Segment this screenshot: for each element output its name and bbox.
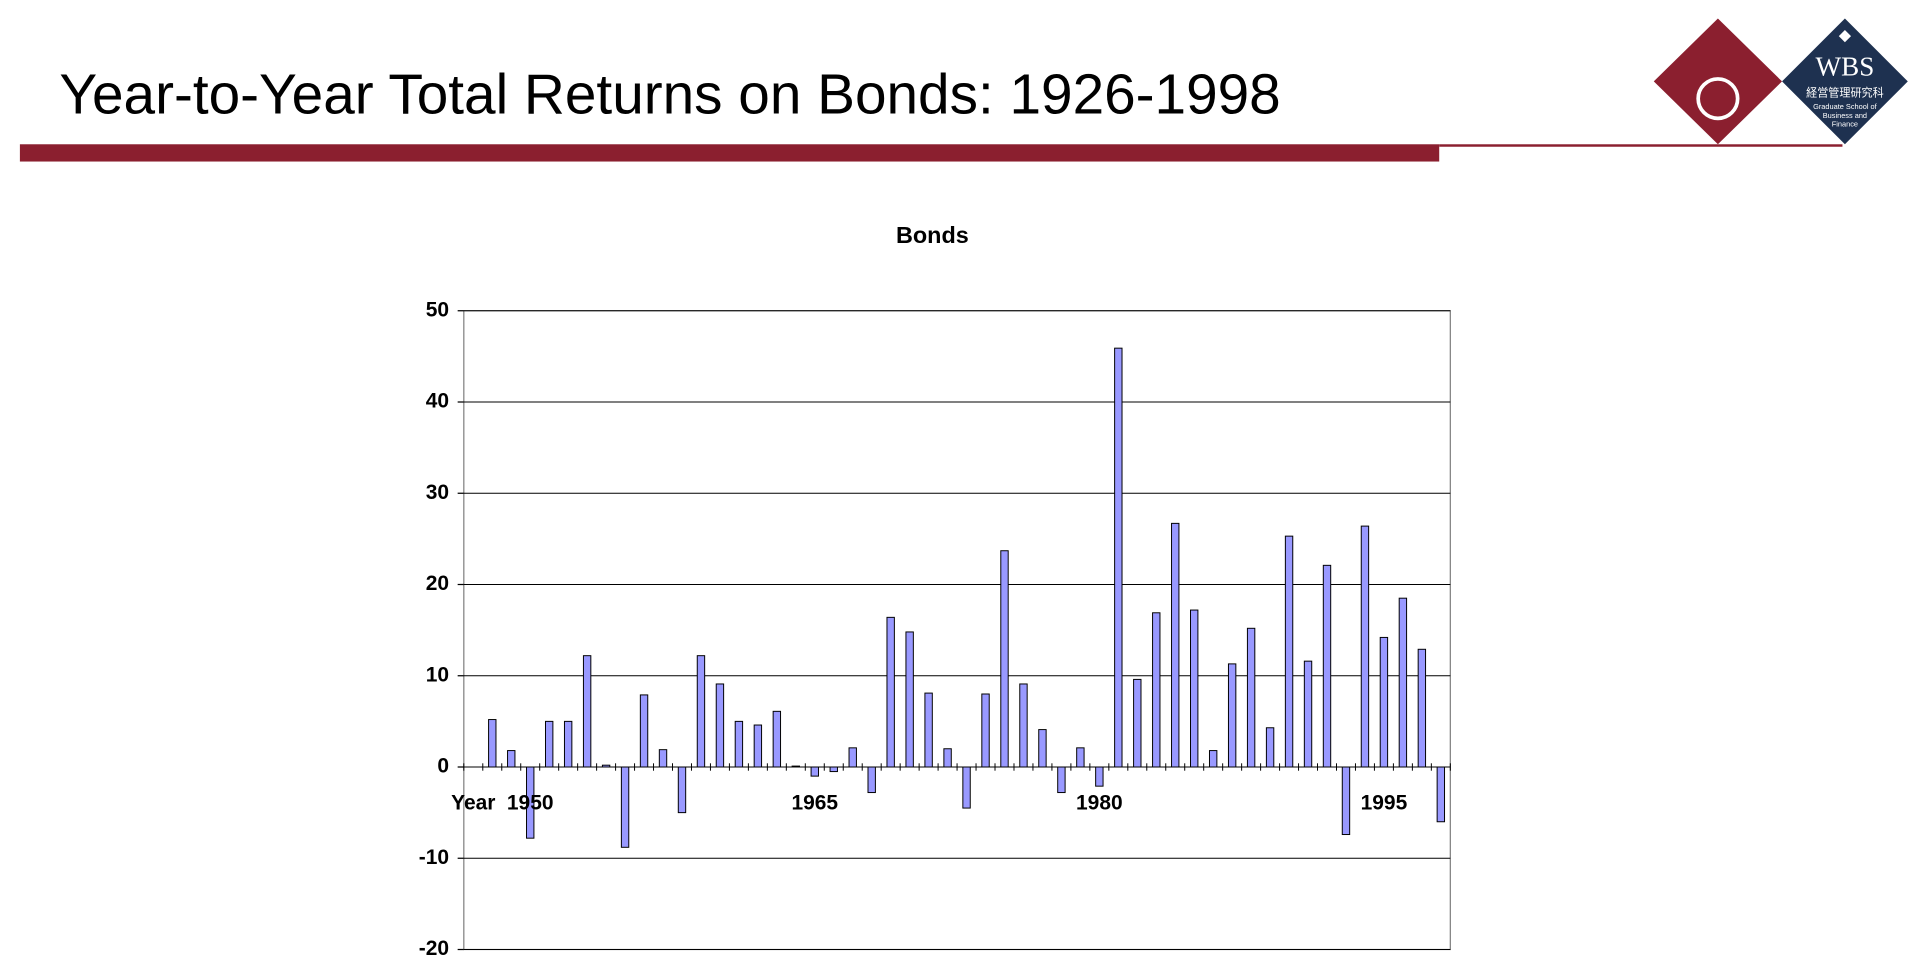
logo-mark xyxy=(1838,30,1852,43)
bar xyxy=(488,719,497,768)
x-tick-label: 1980 xyxy=(1076,792,1123,815)
logo-subtitle-en: Finance xyxy=(1832,119,1858,128)
bar xyxy=(981,693,990,768)
logo-subtitle-en: Business and xyxy=(1823,111,1867,120)
bar xyxy=(1000,550,1009,768)
bar xyxy=(1398,597,1408,768)
bar xyxy=(677,766,687,814)
title-rule xyxy=(1439,144,1843,147)
bar xyxy=(829,766,838,773)
bar xyxy=(1322,564,1332,768)
logo: WBS 経営管理研究科 Graduate School of Business … xyxy=(1653,18,1908,145)
bar xyxy=(734,720,744,768)
bar xyxy=(1417,648,1427,768)
bar xyxy=(1076,747,1085,768)
bar xyxy=(1265,727,1275,768)
bar xyxy=(886,616,895,768)
bar xyxy=(962,766,971,809)
bar xyxy=(715,683,725,768)
bar xyxy=(753,724,763,768)
bar xyxy=(810,766,819,777)
y-tick-label: 40 xyxy=(426,390,449,413)
bar xyxy=(924,692,933,768)
bar xyxy=(1019,683,1028,768)
bar xyxy=(1360,525,1370,768)
bar xyxy=(943,748,952,768)
y-tick-label: 20 xyxy=(426,572,449,595)
bar xyxy=(507,750,516,768)
bar xyxy=(563,720,573,768)
bar xyxy=(601,764,611,768)
bar xyxy=(791,765,801,768)
x-tick-label: 1995 xyxy=(1361,792,1408,815)
bar xyxy=(1057,766,1066,794)
logo-subtitle-ja: 経営管理研究科 xyxy=(1806,86,1884,100)
y-tick-label: 50 xyxy=(426,298,449,321)
bar xyxy=(1133,678,1142,768)
bar xyxy=(1208,750,1218,768)
bar xyxy=(1171,522,1180,768)
x-tick-label: 1965 xyxy=(791,792,838,815)
bar xyxy=(639,694,649,768)
y-tick-label: -10 xyxy=(419,846,449,869)
bar xyxy=(582,655,592,768)
bar xyxy=(848,747,857,768)
bar xyxy=(620,766,630,848)
bar xyxy=(867,766,876,794)
logo-emblem xyxy=(1696,77,1740,121)
bar xyxy=(1114,347,1123,768)
bar xyxy=(1246,627,1256,768)
bar xyxy=(1303,660,1313,768)
bar xyxy=(1436,766,1446,823)
x-tick-label: 1950 xyxy=(507,792,554,815)
bar xyxy=(905,631,914,768)
plot-area xyxy=(463,310,1451,951)
bar xyxy=(1152,612,1161,768)
bar xyxy=(1038,729,1047,768)
bar xyxy=(526,766,535,839)
y-tick-label: 30 xyxy=(426,481,449,504)
bar xyxy=(696,655,706,768)
slide-title: Year-to-Year Total Returns on Bonds: 192… xyxy=(59,64,1280,127)
x-tick-label: Year xyxy=(451,792,495,815)
y-tick-label: 10 xyxy=(426,663,449,686)
logo-subtitle-en: Graduate School of xyxy=(1813,102,1877,111)
bar xyxy=(1190,609,1199,768)
bar xyxy=(544,720,554,768)
logo-diamond-red xyxy=(1653,18,1783,145)
logo-name: WBS xyxy=(1816,51,1875,81)
bar xyxy=(1227,663,1237,768)
bar xyxy=(1341,766,1351,836)
y-tick-label: -20 xyxy=(419,937,449,960)
bar xyxy=(1095,766,1104,787)
bar xyxy=(772,710,782,768)
y-tick-label: 0 xyxy=(437,755,449,778)
chart-title: Bonds xyxy=(896,222,969,248)
title-bar xyxy=(19,144,1440,162)
bar xyxy=(658,749,668,768)
bar xyxy=(1379,636,1389,768)
bar xyxy=(1284,535,1294,768)
